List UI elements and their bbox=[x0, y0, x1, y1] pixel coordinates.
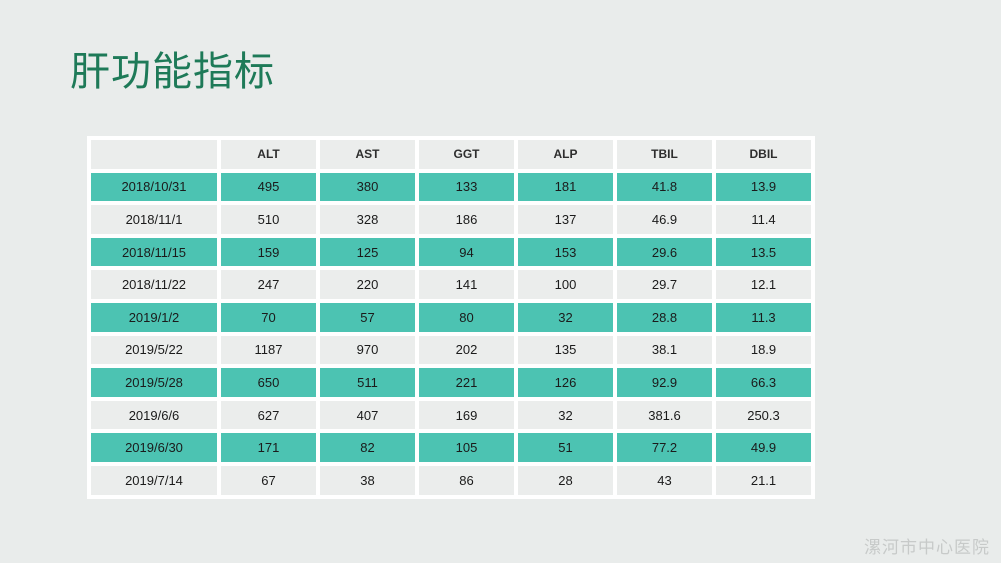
table-cell: 250.3 bbox=[716, 400, 811, 430]
row-date-cell: 2018/11/15 bbox=[91, 237, 217, 267]
table-cell: 12.1 bbox=[716, 270, 811, 299]
watermark-text: 漯河市中心医院 bbox=[864, 538, 990, 557]
page-title: 肝功能指标 bbox=[70, 50, 275, 94]
table-cell: 135 bbox=[518, 335, 613, 365]
table-cell: 380 bbox=[320, 172, 415, 202]
table-cell: 43 bbox=[617, 465, 712, 495]
table-cell: 18.9 bbox=[716, 335, 811, 365]
table-cell: 11.3 bbox=[716, 302, 811, 332]
table-cell: 66.3 bbox=[716, 368, 811, 397]
table-header-cell: GGT bbox=[419, 140, 514, 169]
table-cell: 381.6 bbox=[617, 400, 712, 430]
table-header-cell: ALP bbox=[518, 140, 613, 169]
table-cell: 153 bbox=[518, 237, 613, 267]
table-cell: 13.9 bbox=[716, 172, 811, 202]
table-cell: 11.4 bbox=[716, 205, 811, 234]
table-cell: 38 bbox=[320, 465, 415, 495]
row-date-cell: 2018/10/31 bbox=[91, 172, 217, 202]
table-cell: 86 bbox=[419, 465, 514, 495]
row-date-cell: 2019/5/28 bbox=[91, 368, 217, 397]
row-date-cell: 2019/6/6 bbox=[91, 400, 217, 430]
table-cell: 41.8 bbox=[617, 172, 712, 202]
table-cell: 67 bbox=[221, 465, 316, 495]
table-cell: 510 bbox=[221, 205, 316, 234]
table-cell: 94 bbox=[419, 237, 514, 267]
table-header-cell: ALT bbox=[221, 140, 316, 169]
table-cell: 133 bbox=[419, 172, 514, 202]
table-cell: 28.8 bbox=[617, 302, 712, 332]
table-cell: 21.1 bbox=[716, 465, 811, 495]
table-cell: 220 bbox=[320, 270, 415, 299]
table-cell: 32 bbox=[518, 302, 613, 332]
table-cell: 29.7 bbox=[617, 270, 712, 299]
table-cell: 51 bbox=[518, 433, 613, 462]
table-cell: 125 bbox=[320, 237, 415, 267]
table-cell: 137 bbox=[518, 205, 613, 234]
table-cell: 159 bbox=[221, 237, 316, 267]
table-cell: 970 bbox=[320, 335, 415, 365]
table-cell: 46.9 bbox=[617, 205, 712, 234]
row-date-cell: 2019/1/2 bbox=[91, 302, 217, 332]
table-corner-cell bbox=[91, 140, 217, 169]
table-cell: 105 bbox=[419, 433, 514, 462]
table-cell: 13.5 bbox=[716, 237, 811, 267]
table-cell: 141 bbox=[419, 270, 514, 299]
table-cell: 38.1 bbox=[617, 335, 712, 365]
table-cell: 169 bbox=[419, 400, 514, 430]
table-cell: 126 bbox=[518, 368, 613, 397]
table-cell: 32 bbox=[518, 400, 613, 430]
row-date-cell: 2019/6/30 bbox=[91, 433, 217, 462]
table-header-cell: TBIL bbox=[617, 140, 712, 169]
table-cell: 627 bbox=[221, 400, 316, 430]
table-cell: 82 bbox=[320, 433, 415, 462]
table-cell: 57 bbox=[320, 302, 415, 332]
table-cell: 328 bbox=[320, 205, 415, 234]
table-cell: 92.9 bbox=[617, 368, 712, 397]
table-cell: 70 bbox=[221, 302, 316, 332]
table-cell: 650 bbox=[221, 368, 316, 397]
table-cell: 186 bbox=[419, 205, 514, 234]
table-cell: 49.9 bbox=[716, 433, 811, 462]
table-cell: 202 bbox=[419, 335, 514, 365]
table-cell: 407 bbox=[320, 400, 415, 430]
table-cell: 80 bbox=[419, 302, 514, 332]
table-cell: 1187 bbox=[221, 335, 316, 365]
table-header-cell: AST bbox=[320, 140, 415, 169]
table-cell: 247 bbox=[221, 270, 316, 299]
table-cell: 495 bbox=[221, 172, 316, 202]
table-cell: 181 bbox=[518, 172, 613, 202]
table-cell: 28 bbox=[518, 465, 613, 495]
row-date-cell: 2018/11/1 bbox=[91, 205, 217, 234]
row-date-cell: 2019/5/22 bbox=[91, 335, 217, 365]
table-cell: 221 bbox=[419, 368, 514, 397]
row-date-cell: 2019/7/14 bbox=[91, 465, 217, 495]
table-cell: 511 bbox=[320, 368, 415, 397]
table-cell: 77.2 bbox=[617, 433, 712, 462]
table-cell: 29.6 bbox=[617, 237, 712, 267]
row-date-cell: 2018/11/22 bbox=[91, 270, 217, 299]
table-header-cell: DBIL bbox=[716, 140, 811, 169]
liver-function-table: ALT AST GGT ALP TBIL DBIL 2018/10/31 495 380 133 1… bbox=[87, 136, 815, 499]
table-cell: 171 bbox=[221, 433, 316, 462]
table-cell: 100 bbox=[518, 270, 613, 299]
